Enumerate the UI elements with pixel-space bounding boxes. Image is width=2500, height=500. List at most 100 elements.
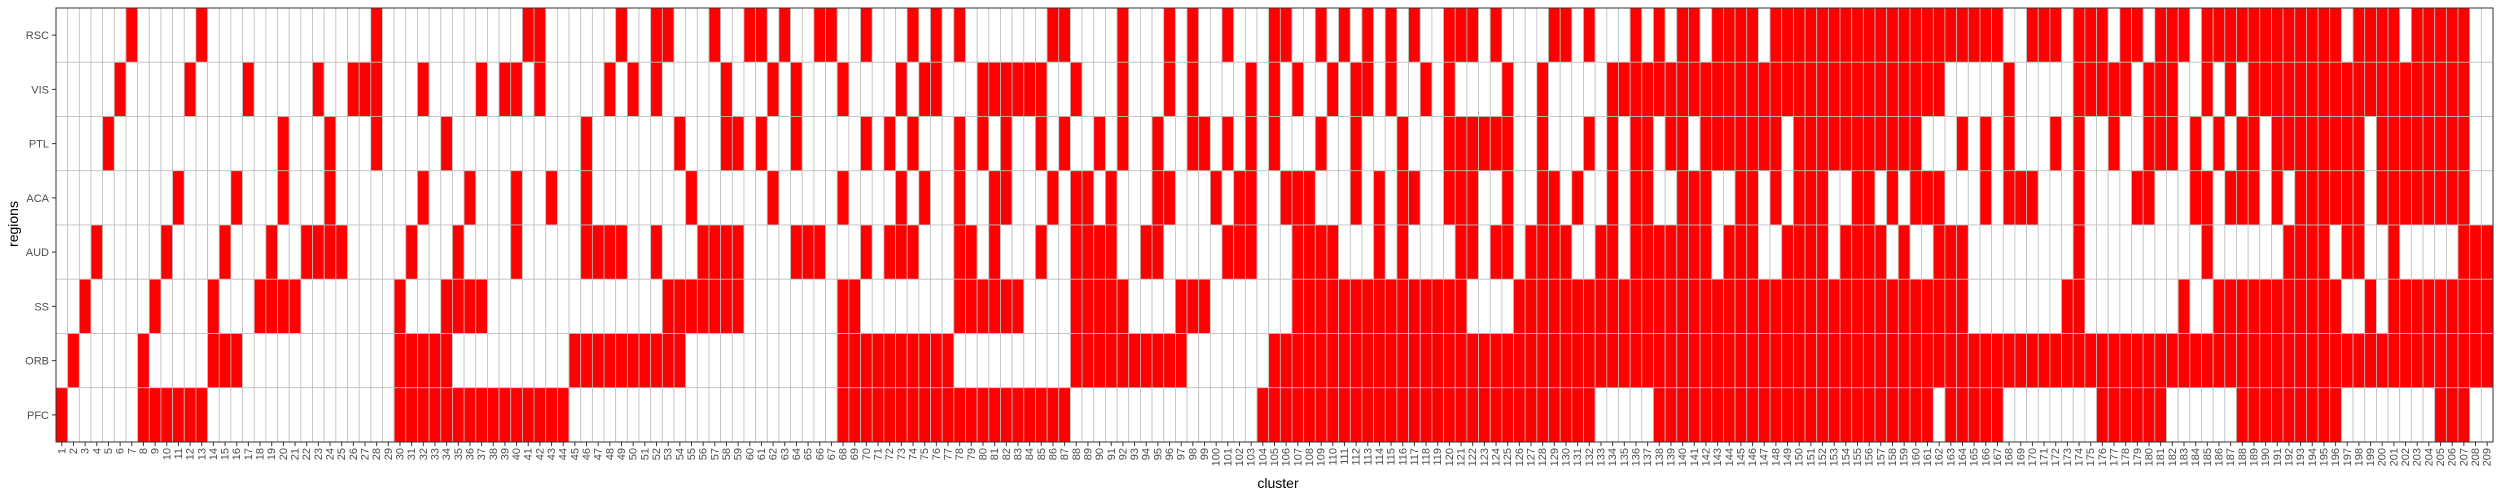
heatmap-cell-pfc-71: [871, 387, 885, 443]
heatmap-cell-pfc-106: [1279, 387, 1293, 443]
heatmap-cell-ptl-15: [218, 116, 232, 172]
heatmap-cell-pfc-139: [1664, 387, 1678, 443]
heatmap-cell-pfc-104: [1256, 387, 1270, 443]
heatmap-cell-vis-101: [1221, 61, 1235, 117]
heatmap-cell-ss-117: [1408, 278, 1421, 334]
heatmap-cell-ptl-52: [650, 116, 663, 172]
heatmap-cell-orb-83: [1011, 333, 1025, 389]
heatmap-cell-aca-3: [78, 170, 92, 226]
heatmap-cell-ss-50: [626, 278, 640, 334]
heatmap-cell-aud-51: [638, 224, 652, 280]
heatmap-cell-vis-122: [1466, 61, 1479, 117]
x-tick-label-7: 7: [126, 448, 138, 454]
heatmap-cell-aca-41: [522, 170, 535, 226]
heatmap-cell-ss-182: [2166, 278, 2179, 334]
heatmap-cell-rsc-20: [277, 7, 290, 63]
heatmap-cell-aca-98: [1186, 170, 1200, 226]
heatmap-cell-aud-161: [1921, 224, 1934, 280]
heatmap-cell-rsc-29: [382, 7, 395, 63]
heatmap-cell-orb-155: [1851, 333, 1864, 389]
heatmap-cell-vis-3: [78, 61, 92, 117]
x-tick-label-91: 91: [1106, 448, 1118, 460]
heatmap-cell-aud-98: [1186, 224, 1200, 280]
x-tick-label-69: 69: [849, 448, 861, 460]
heatmap-cell-ss-40: [510, 278, 523, 334]
heatmap-cell-pfc-26: [347, 387, 360, 443]
heatmap-cell-ss-145: [1734, 278, 1748, 334]
heatmap-cell-pfc-30: [393, 387, 407, 443]
heatmap-cell-orb-44: [556, 333, 570, 389]
heatmap-cell-aca-16: [230, 170, 243, 226]
x-tick-label-92: 92: [1117, 448, 1129, 460]
heatmap-cell-ss-4: [90, 278, 104, 334]
heatmap-cell-orb-169: [2014, 333, 2027, 389]
heatmap-cell-vis-94: [1140, 61, 1153, 117]
heatmap-cell-aud-36: [463, 224, 477, 280]
heatmap-cell-pfc-5: [102, 387, 115, 443]
heatmap-cell-aud-13: [195, 224, 208, 280]
heatmap-cell-aud-96: [1163, 224, 1176, 280]
heatmap-cell-orb-107: [1291, 333, 1305, 389]
heatmap-cell-rsc-189: [2247, 7, 2261, 63]
heatmap-cell-aud-1: [55, 224, 69, 280]
heatmap-cell-aca-206: [2445, 170, 2459, 226]
heatmap-cell-aca-138: [1653, 170, 1666, 226]
heatmap-cell-aud-22: [300, 224, 313, 280]
x-tick-label-32: 32: [418, 448, 430, 460]
heatmap-cell-pfc-149: [1781, 387, 1794, 443]
heatmap-cell-aca-173: [2061, 170, 2074, 226]
heatmap-cell-orb-189: [2247, 333, 2261, 389]
heatmap-cell-rsc-87: [1058, 7, 1071, 63]
heatmap-cell-orb-105: [1268, 333, 1281, 389]
heatmap-cell-pfc-83: [1011, 387, 1025, 443]
heatmap-cell-ss-136: [1629, 278, 1643, 334]
heatmap-cell-ss-109: [1314, 278, 1328, 334]
heatmap-cell-ptl-28: [370, 116, 383, 172]
heatmap-cell-vis-87: [1058, 61, 1071, 117]
heatmap-cell-ptl-2: [67, 116, 80, 172]
heatmap-cell-ptl-118: [1419, 116, 1433, 172]
heatmap-cell-orb-174: [2072, 333, 2086, 389]
heatmap-cell-aud-171: [2037, 224, 2051, 280]
heatmap-cell-ss-130: [1559, 278, 1573, 334]
heatmap-cell-orb-39: [498, 333, 512, 389]
heatmap-cell-orb-196: [2329, 333, 2342, 389]
heatmap-cell-orb-160: [1909, 333, 1923, 389]
heatmap-cell-ss-198: [2352, 278, 2366, 334]
heatmap-cell-ss-148: [1769, 278, 1783, 334]
y-tick-label-ptl: PTL: [29, 139, 49, 151]
heatmap-cell-pfc-99: [1198, 387, 1211, 443]
heatmap-cell-aca-38: [487, 170, 500, 226]
heatmap-cell-pfc-182: [2166, 387, 2179, 443]
heatmap-cell-orb-195: [2317, 333, 2331, 389]
heatmap-cell-orb-150: [1792, 333, 1806, 389]
heatmap-cell-rsc-120: [1443, 7, 1456, 63]
heatmap-cell-rsc-79: [965, 7, 978, 63]
heatmap-cell-ss-203: [2410, 278, 2424, 334]
heatmap-cell-rsc-140: [1676, 7, 1689, 63]
heatmap-cell-aud-99: [1198, 224, 1211, 280]
heatmap-cell-orb-117: [1408, 333, 1421, 389]
heatmap-cell-aud-49: [615, 224, 628, 280]
heatmap-cell-rsc-190: [2259, 7, 2272, 63]
heatmap-cell-pfc-179: [2131, 387, 2144, 443]
heatmap-cell-ptl-50: [626, 116, 640, 172]
heatmap-cell-ss-187: [2224, 278, 2237, 334]
heatmap-cell-orb-73: [895, 333, 908, 389]
heatmap-cell-rsc-76: [930, 7, 943, 63]
heatmap-cell-vis-86: [1046, 61, 1060, 117]
heatmap-cell-vis-21: [288, 61, 302, 117]
heatmap-cell-ss-73: [895, 278, 908, 334]
heatmap-cell-ptl-165: [1967, 116, 1981, 172]
x-tick-label-199: 199: [2365, 448, 2377, 466]
heatmap-cell-vis-113: [1361, 61, 1375, 117]
heatmap-cell-ss-25: [335, 278, 348, 334]
heatmap-cell-aca-80: [976, 170, 990, 226]
heatmap-cell-aca-201: [2387, 170, 2401, 226]
heatmap-cell-ptl-202: [2399, 116, 2412, 172]
heatmap-cell-vis-4: [90, 61, 104, 117]
heatmap-cell-aca-186: [2212, 170, 2226, 226]
heatmap-cell-pfc-144: [1723, 387, 1736, 443]
x-tick-label-19: 19: [266, 448, 278, 460]
heatmap-cell-ss-195: [2317, 278, 2331, 334]
